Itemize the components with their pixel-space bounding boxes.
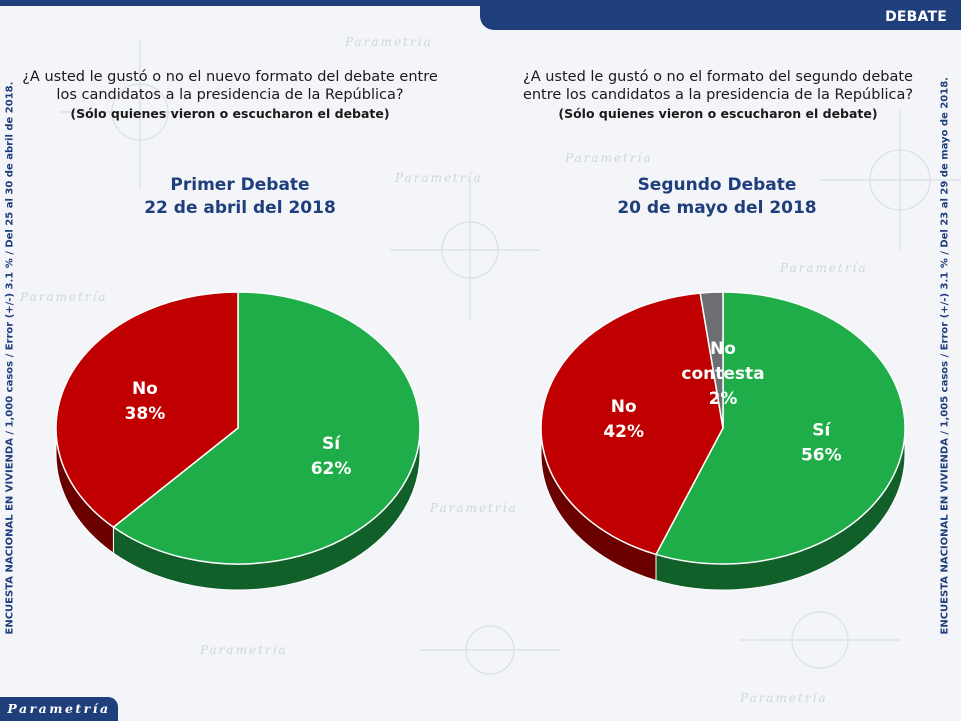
pie2-slice-1 xyxy=(540,292,724,556)
question-2-line2: entre los candidatos a la presidencia de… xyxy=(522,87,914,103)
question-1-line1: ¿A usted le gustó o no el nuevo formato … xyxy=(22,69,438,85)
survey-note-left: ENCUESTA NACIONAL EN VIVIENDA / 1,000 ca… xyxy=(4,81,16,635)
question-1: ¿A usted le gustó o no el nuevo formato … xyxy=(20,68,440,123)
svg-text:Parametría: Parametría xyxy=(394,171,483,185)
chart-1-title: Primer Debate 22 de abril del 2018 xyxy=(80,174,400,220)
question-2: ¿A usted le gustó o no el formato del se… xyxy=(508,68,928,123)
svg-text:Parametría: Parametría xyxy=(19,290,108,304)
pie2-label-1: No 42% xyxy=(603,397,644,442)
svg-text:Parametría: Parametría xyxy=(199,643,288,657)
pie2-slice-0 xyxy=(654,291,906,565)
svg-text:Parametría: Parametría xyxy=(344,35,433,49)
section-tab-label: DEBATE xyxy=(885,9,947,25)
chart-2-subtitle: 20 de mayo del 2018 xyxy=(617,198,817,218)
pie-chart-1: Sí 62% No 38% xyxy=(55,291,421,591)
chart-2-title: Segundo Debate 20 de mayo del 2018 xyxy=(557,174,877,220)
question-2-line1: ¿A usted le gustó o no el formato del se… xyxy=(523,69,913,85)
question-1-line2: los candidatos a la presidencia de la Re… xyxy=(56,87,404,103)
pie2-label-0: Sí 56% xyxy=(801,421,842,466)
question-1-note: (Sólo quienes vieron o escucharon el deb… xyxy=(70,106,390,121)
chart-2-title-text: Segundo Debate xyxy=(637,175,797,195)
svg-text:Parametría: Parametría xyxy=(564,151,653,165)
svg-text:Parametría: Parametría xyxy=(429,501,518,515)
question-2-note: (Sólo quienes vieron o escucharon el deb… xyxy=(558,106,878,121)
survey-note-right: ENCUESTA NACIONAL EN VIVIENDA / 1,005 ca… xyxy=(939,77,951,635)
section-tab-background xyxy=(480,6,961,30)
top-bar xyxy=(0,0,961,6)
pie1-label-0: Sí 62% xyxy=(311,434,352,479)
pie2-label-2: No contesta 2% xyxy=(681,339,764,409)
chart-1-subtitle: 22 de abril del 2018 xyxy=(144,198,336,218)
pie-chart-2: Sí 56% No 42% No contesta 2% xyxy=(540,291,906,591)
pie2-slice-2 xyxy=(699,291,724,429)
pie1-slice-1 xyxy=(55,291,239,529)
parametria-logo: Parametría xyxy=(0,697,118,721)
svg-text:Parametría: Parametría xyxy=(779,261,868,275)
pie1-label-1: No 38% xyxy=(125,379,166,424)
chart-1-title-text: Primer Debate xyxy=(170,175,310,195)
svg-text:Parametría: Parametría xyxy=(739,691,828,705)
pie1-slice-0 xyxy=(112,291,421,565)
